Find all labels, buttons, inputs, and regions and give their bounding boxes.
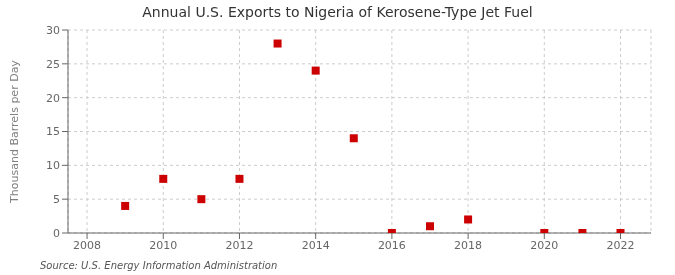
svg-text:0: 0 [53,227,60,240]
svg-text:2010: 2010 [149,239,177,252]
html-text:Annual U.S. Exports to Nigeria: Annual U.S. Exports to Nigeria of Kerose… [142,4,533,20]
svg-text:2022: 2022 [607,239,635,252]
svg-text:2008: 2008 [73,239,101,252]
svg-text:2014: 2014 [302,239,330,252]
svg-text:25: 25 [46,58,60,71]
svg-text:2012: 2012 [225,239,253,252]
html-text:Source: U.S. Energy Informatio: Source: U.S. Energy Information Administ… [40,260,278,271]
svg-text:2020: 2020 [530,239,558,252]
svg-text:10: 10 [46,159,60,172]
svg-text:30: 30 [46,24,60,37]
svg-text:2018: 2018 [454,239,482,252]
svg-text:15: 15 [46,125,60,138]
svg-text:20: 20 [46,92,60,105]
svg-text:Thousand Barrels per Day: Thousand Barrels per Day [8,60,21,204]
svg-text:2016: 2016 [378,239,406,252]
svg-text:5: 5 [53,193,60,206]
